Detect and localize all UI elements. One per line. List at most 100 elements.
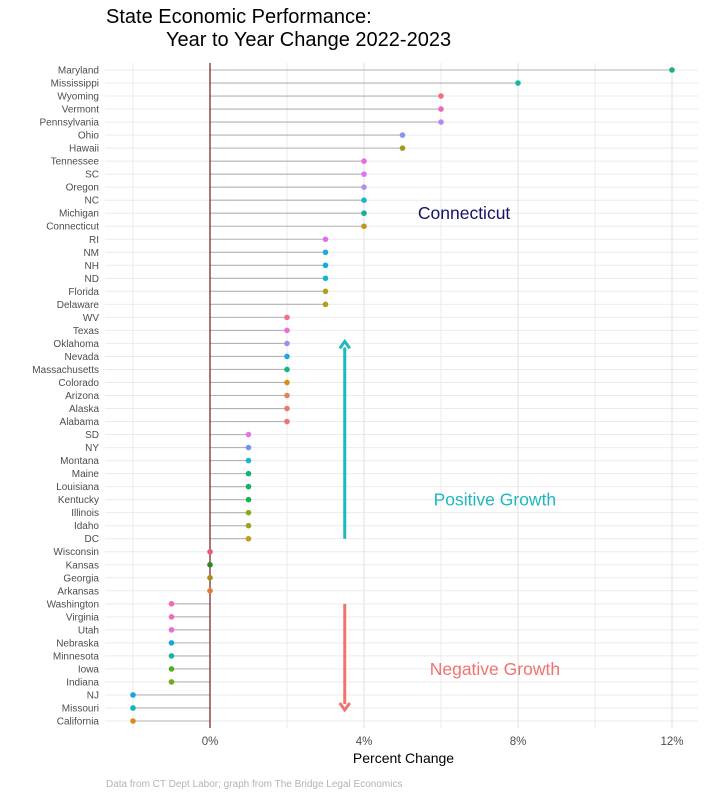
y-tick-label: Kansas [66, 560, 99, 571]
y-tick-label: Washington [47, 599, 99, 610]
point [245, 457, 252, 464]
negative-arrow-head [338, 702, 351, 713]
y-tick-label: NM [83, 248, 99, 259]
y-tick-label: Mississippi [51, 79, 99, 90]
y-tick-label: Connecticut [46, 222, 99, 233]
y-axis-labels: Maryland Mississippi Wyoming Vermont Pennsyl… [32, 66, 99, 728]
point [322, 262, 329, 269]
point [130, 705, 136, 711]
y-tick-label: Maryland [58, 66, 99, 77]
point [207, 574, 213, 581]
caption: Data from CT Dept Labor; graph from The … [106, 779, 403, 790]
y-tick-label: Nebraska [56, 638, 99, 649]
point [322, 275, 329, 282]
y-tick-label: Michigan [59, 209, 99, 220]
y-tick-label: Delaware [57, 300, 100, 311]
y-tick-label: Montana [60, 456, 99, 467]
y-tick-label: Pennsylvania [40, 118, 100, 129]
x-axis-ticks: 0% 4% 8% 12% [202, 736, 684, 748]
y-tick-label: Colorado [58, 378, 99, 389]
point [361, 210, 367, 217]
y-tick-label: Louisiana [56, 482, 99, 493]
point [284, 366, 290, 373]
y-tick-label: Tennessee [51, 157, 100, 168]
x-axis-title: Percent Change [353, 750, 454, 766]
point [245, 483, 252, 490]
annotations: Connecticut Positive Growth Negative Growt… [418, 203, 560, 679]
y-tick-label: Hawaii [69, 144, 99, 155]
x-tick-label: 12% [660, 736, 683, 748]
x-tick-label: 8% [510, 736, 527, 748]
y-tick-label: Maine [72, 469, 100, 480]
point [168, 601, 175, 607]
y-tick-label: ND [85, 274, 99, 285]
point [284, 314, 290, 321]
y-tick-label: Wisconsin [53, 547, 99, 558]
y-tick-label: Alaska [69, 404, 99, 415]
y-tick-label: Vermont [62, 105, 99, 116]
point [168, 614, 175, 620]
point [245, 535, 252, 542]
points [130, 67, 675, 724]
point [245, 431, 252, 438]
chart-title: State Economic Performance: Year to Year … [106, 6, 451, 52]
point [284, 340, 290, 347]
point [168, 627, 175, 633]
y-tick-label: Massachusetts [32, 365, 99, 376]
point [207, 588, 213, 594]
y-tick-label: Utah [78, 625, 99, 636]
y-tick-label: Florida [68, 287, 99, 298]
point [361, 171, 367, 177]
y-tick-label: Iowa [78, 664, 100, 675]
point [284, 392, 290, 399]
y-tick-label: Missouri [62, 703, 99, 714]
point [207, 548, 213, 555]
point [322, 249, 329, 256]
point [322, 288, 329, 295]
point [284, 405, 290, 412]
annotation-label: Connecticut [418, 203, 511, 223]
point [438, 106, 444, 112]
gridlines [105, 63, 698, 728]
point [399, 145, 406, 151]
positive-arrow-head [338, 338, 351, 350]
point [168, 653, 175, 659]
y-tick-label: SD [85, 430, 99, 441]
y-tick-label: Kentucky [58, 495, 99, 506]
point [399, 132, 406, 138]
point [207, 561, 213, 568]
y-tick-label: NC [85, 196, 99, 207]
y-tick-label: California [57, 717, 100, 728]
point [322, 301, 329, 308]
annotation-label: Positive Growth [434, 490, 557, 510]
point [361, 184, 367, 190]
point [168, 679, 175, 685]
y-tick-label: Texas [73, 326, 99, 337]
point [245, 496, 252, 503]
growth-arrows [338, 338, 351, 713]
point [438, 119, 444, 125]
y-tick-label: Indiana [66, 677, 99, 688]
y-tick-label: Nevada [65, 352, 100, 363]
y-tick-label: Ohio [78, 131, 100, 142]
point [322, 236, 329, 243]
y-tick-label: SC [85, 170, 99, 181]
point [245, 470, 252, 477]
chart-title-line2: Year to Year Change 2022-2023 [166, 29, 452, 51]
y-tick-label: Illinois [71, 508, 99, 519]
y-tick-label: NY [85, 443, 99, 454]
point [245, 509, 252, 516]
y-tick-label: NH [85, 261, 99, 272]
y-tick-label: RI [89, 235, 99, 246]
point [361, 223, 367, 230]
annotation-label: Negative Growth [430, 659, 560, 679]
y-tick-label: Arkansas [57, 586, 99, 597]
point [245, 444, 252, 451]
point [245, 522, 252, 529]
point [361, 197, 367, 203]
point [284, 418, 290, 425]
x-tick-label: 4% [356, 736, 373, 748]
y-tick-label: Minnesota [53, 651, 100, 662]
point [438, 93, 444, 99]
